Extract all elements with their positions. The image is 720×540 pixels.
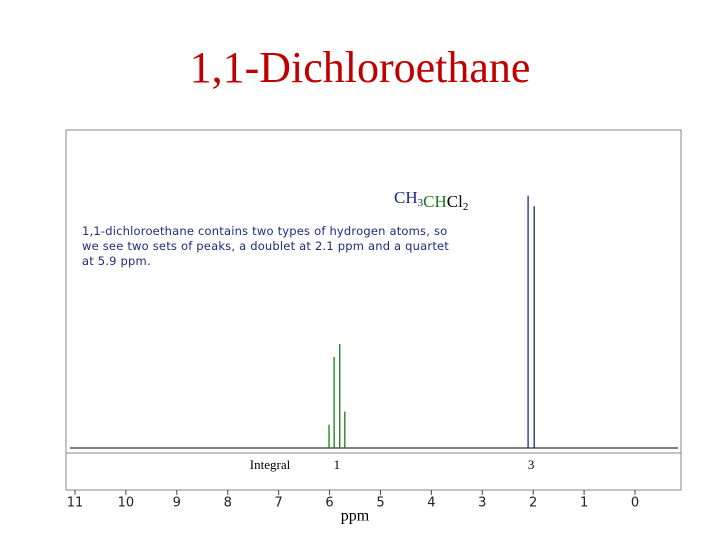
x-tick-label: 5 (376, 496, 384, 511)
formula-part: CH (423, 192, 447, 211)
x-tick-label: 2 (529, 496, 537, 511)
x-tick-label: 3 (478, 496, 486, 511)
x-tick-label: 0 (631, 496, 639, 511)
formula-part: CH (394, 188, 418, 207)
x-tick-label: 9 (173, 496, 181, 511)
formula: CH3CHCl2 (394, 188, 468, 213)
integral-label: Integral (250, 457, 291, 472)
integral-value: 3 (528, 457, 535, 472)
x-tick-label: 6 (325, 496, 333, 511)
annotation: 1,1-dichloroethane contains two types of… (82, 224, 450, 268)
x-tick-label: 4 (427, 496, 435, 511)
formula-subscript: 2 (463, 201, 469, 213)
x-tick-label: 7 (274, 496, 282, 511)
x-tick-label: 11 (67, 496, 84, 511)
x-axis-label: ppm (341, 508, 370, 525)
chart-title: 1,1-Dichloroethane (189, 43, 531, 92)
x-tick-label: 8 (224, 496, 232, 511)
formula-subscript: 3 (418, 197, 424, 209)
x-tick-label: 10 (118, 496, 135, 511)
plot-frame (65, 129, 682, 491)
integral-value: 1 (334, 457, 341, 472)
formula-part: Cl (447, 192, 463, 211)
x-tick-label: 1 (580, 496, 588, 511)
